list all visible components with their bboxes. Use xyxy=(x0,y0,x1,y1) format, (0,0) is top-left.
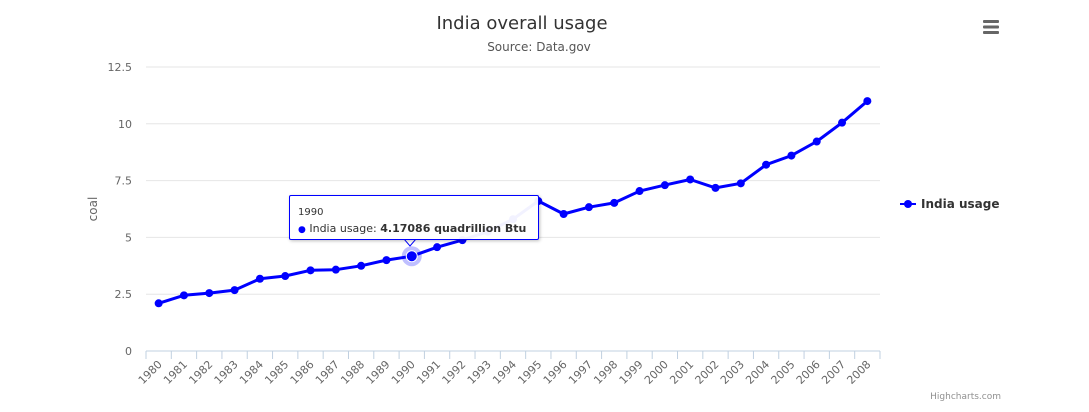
x-tick-label: 2002 xyxy=(693,358,722,387)
data-point xyxy=(382,256,391,265)
data-point xyxy=(154,299,163,308)
data-point xyxy=(660,181,669,190)
data-point xyxy=(610,198,619,207)
x-tick-label: 1993 xyxy=(465,358,494,387)
data-point xyxy=(306,266,315,275)
data-point xyxy=(331,265,340,274)
x-tick-label: 1982 xyxy=(186,358,215,387)
y-tick-label: 5 xyxy=(125,231,132,244)
x-tick-label: 2007 xyxy=(819,358,848,387)
data-point xyxy=(686,175,695,184)
y-tick-label: 7.5 xyxy=(115,175,133,188)
data-point xyxy=(255,274,264,283)
x-tick-label: 1992 xyxy=(440,358,469,387)
x-tick-label: 1995 xyxy=(515,358,544,387)
chart-subtitle: Source: Data.gov xyxy=(487,40,591,54)
credits-link[interactable]: Highcharts.com xyxy=(930,392,1001,402)
x-tick-label: 1998 xyxy=(591,358,620,387)
data-point xyxy=(405,250,418,263)
x-tick-label: 1981 xyxy=(161,358,190,387)
x-tick-label: 2001 xyxy=(667,358,696,387)
tooltip-value: 4.17086 quadrillion Btu xyxy=(380,222,527,235)
data-point xyxy=(762,160,771,169)
x-tick-label: 1988 xyxy=(338,358,367,387)
data-point xyxy=(357,261,366,270)
x-tick-label: 1999 xyxy=(617,358,646,387)
x-tick-label: 1986 xyxy=(288,358,317,387)
data-point xyxy=(584,203,593,212)
hamburger-menu-icon[interactable] xyxy=(978,14,1004,40)
x-tick-label: 1983 xyxy=(212,358,241,387)
chart-tooltip: 1990 ● India usage: 4.17086 quadrillion … xyxy=(289,195,539,240)
x-tick-label: 1994 xyxy=(490,358,519,387)
x-tick-label: 1991 xyxy=(414,358,443,387)
y-tick-label: 2.5 xyxy=(115,288,133,301)
x-tick-label: 1996 xyxy=(541,358,570,387)
y-tick-label: 0 xyxy=(125,345,132,358)
x-tick-label: 1980 xyxy=(136,358,165,387)
data-point xyxy=(205,289,214,298)
x-tick-label: 1987 xyxy=(313,358,342,387)
x-tick-label: 1984 xyxy=(237,358,266,387)
y-axis-title: coal xyxy=(86,197,100,222)
x-tick-label: 1985 xyxy=(262,358,291,387)
x-tick-label: 1990 xyxy=(389,358,418,387)
data-point xyxy=(433,243,442,252)
x-tick-label: 2004 xyxy=(743,358,772,387)
y-axis-ticks: 0 2.5 5 7.5 10 12.5 xyxy=(108,61,133,358)
data-point xyxy=(230,286,239,295)
tooltip-pointer xyxy=(404,239,416,247)
data-point xyxy=(838,118,847,127)
data-point xyxy=(787,151,796,160)
tooltip-category: 1990 xyxy=(298,207,324,218)
y-tick-label: 10 xyxy=(118,118,132,131)
tooltip-series-name: India usage xyxy=(309,222,374,235)
x-tick-label: 1989 xyxy=(364,358,393,387)
data-point xyxy=(711,183,720,192)
x-axis: 1980198119821983198419851986198719881989… xyxy=(136,350,881,387)
x-tick-label: 2008 xyxy=(844,358,873,387)
data-point xyxy=(179,291,188,300)
data-point xyxy=(281,272,290,281)
x-tick-label: 2005 xyxy=(769,358,798,387)
x-tick-label: 2000 xyxy=(642,358,671,387)
legend-marker xyxy=(904,200,912,208)
y-tick-label: 12.5 xyxy=(108,61,133,74)
data-point xyxy=(863,97,872,106)
grid-lines xyxy=(146,66,880,295)
x-tick-label: 2006 xyxy=(794,358,823,387)
data-point xyxy=(635,187,644,196)
legend-item-india-usage[interactable]: India usage xyxy=(921,197,1000,211)
chart-title: India overall usage xyxy=(436,13,607,34)
tooltip-series-dot: ● xyxy=(298,225,306,235)
data-point xyxy=(812,137,821,146)
data-point xyxy=(559,209,568,218)
x-tick-label: 1997 xyxy=(566,358,595,387)
data-point xyxy=(736,179,745,188)
x-tick-label: 2003 xyxy=(718,358,747,387)
legend[interactable]: India usage xyxy=(900,197,1000,211)
